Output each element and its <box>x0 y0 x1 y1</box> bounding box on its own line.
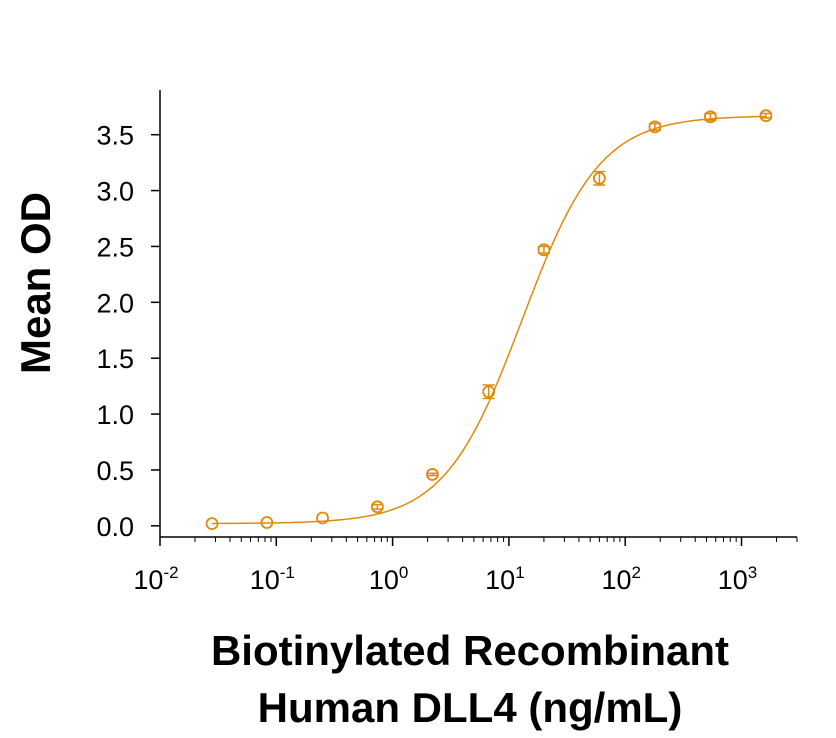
data-point <box>759 109 773 123</box>
y-axis-title: Mean OD <box>12 192 59 374</box>
x-tick-label: 103 <box>718 563 758 595</box>
y-tick-label: 3.5 <box>96 121 134 151</box>
data-point <box>593 171 606 185</box>
y-tick-label: 2.0 <box>96 288 134 318</box>
y-tick-label: 0.5 <box>96 456 134 486</box>
data-point <box>482 385 496 399</box>
x-axis-ticks: 10-2 10-1 100 101 102 103 <box>133 537 798 595</box>
data-point <box>426 468 439 481</box>
y-axis-ticks: 0.0 0.5 1.0 1.5 2.0 2.5 3.0 3.5 <box>96 121 160 542</box>
fit-curve <box>212 115 766 525</box>
y-tick-label: 2.5 <box>96 232 134 262</box>
y-tick-label: 1.5 <box>96 344 134 374</box>
x-axis-title-line-2: Human DLL4 (ng/mL) <box>258 684 683 731</box>
y-tick-label: 0.0 <box>96 512 134 542</box>
x-axis-title-line-1: Biotinylated Recombinant <box>211 627 729 674</box>
plot-area: 0.00.51.01.52.02.53.03.5 10-2 10-1 100 101 1… <box>96 90 798 595</box>
x-tick-label: 100 <box>369 563 409 595</box>
x-tick-label: 102 <box>601 563 641 595</box>
x-tick-label: 101 <box>485 563 525 595</box>
data-point <box>703 110 717 124</box>
x-tick-label: 10-2 <box>133 563 178 595</box>
data-points <box>205 109 773 530</box>
data-point <box>205 517 219 530</box>
y-tick-label: 3.0 <box>96 177 134 207</box>
data-point <box>648 120 662 134</box>
data-point <box>537 243 551 257</box>
data-point <box>370 500 384 514</box>
data-point <box>316 511 329 525</box>
data-point <box>260 516 274 529</box>
y-tick-label: 1.0 <box>96 400 134 430</box>
x-tick-label: 10-1 <box>250 563 295 595</box>
